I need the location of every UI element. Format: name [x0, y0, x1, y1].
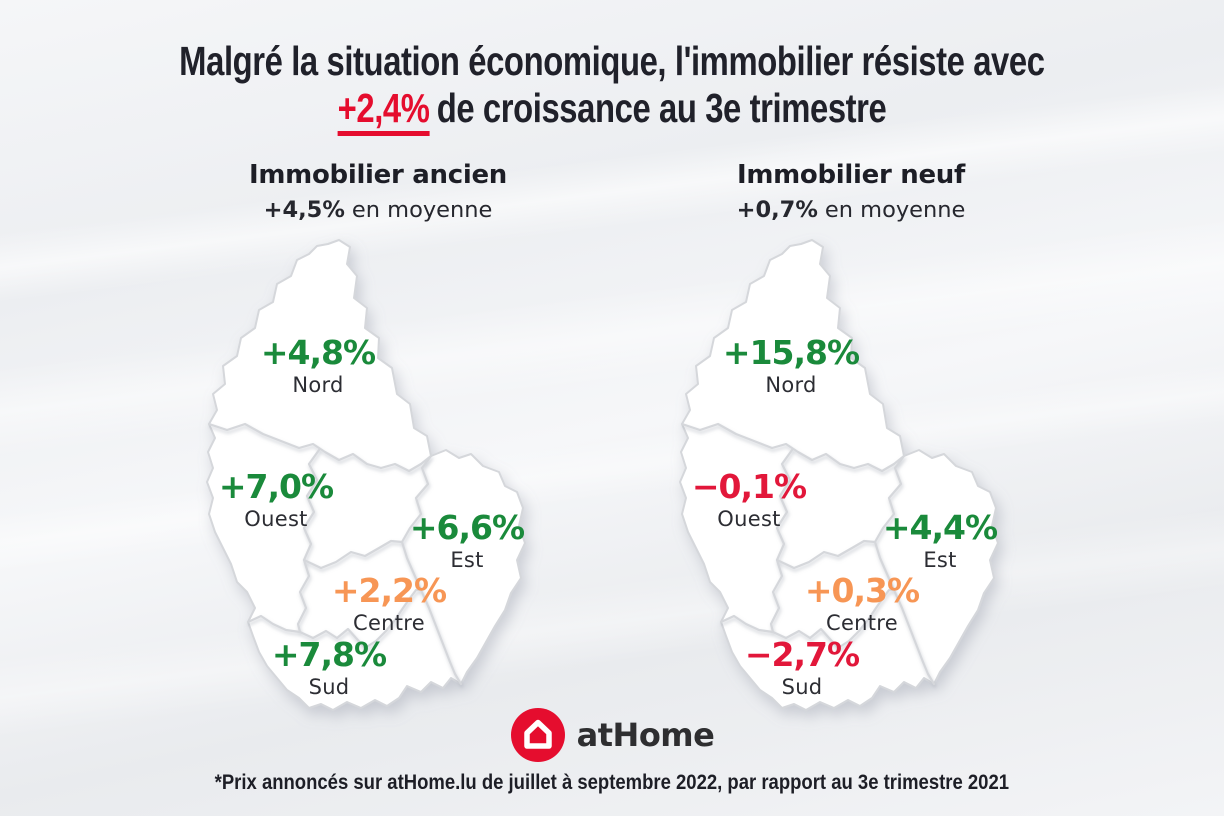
luxembourg-map-ancien: +4,8% Nord +7,0% Ouest +6,6% Est +2,2% C… — [203, 238, 533, 720]
column-header-ancien: Immobilier ancien +4,5% en moyenne — [168, 160, 588, 223]
region-value: +7,0% — [218, 467, 334, 506]
athome-logo: atHome — [0, 707, 1224, 763]
average-suffix: en moyenne — [824, 197, 966, 223]
region-value: −0,1% — [691, 467, 807, 506]
title-line-2: +2,4% de croissance au 3e trimestre — [337, 85, 887, 136]
region-name: Centre — [352, 611, 426, 635]
average-value: +4,5% — [263, 197, 345, 223]
region-name: Est — [923, 548, 957, 572]
region-name: Ouest — [717, 507, 781, 531]
region-label-ouest: −0,1% Ouest — [691, 467, 807, 531]
region-label-est: +6,6% Est — [409, 508, 525, 572]
page-title: Malgré la situation économique, l'immobi… — [0, 38, 1224, 136]
region-name: Est — [450, 548, 484, 572]
region-value: −2,7% — [744, 635, 860, 674]
title-line-1: Malgré la situation économique, l'immobi… — [179, 38, 1045, 84]
footnote: *Prix annoncés sur atHome.lu de juillet … — [0, 770, 1224, 795]
region-label-sud: +7,8% Sud — [271, 635, 387, 699]
region-value: +15,8% — [722, 333, 860, 372]
region-name: Nord — [765, 373, 817, 397]
region-label-centre: +2,2% Centre — [331, 571, 447, 635]
region-value: +6,6% — [409, 508, 525, 547]
average-suffix: en moyenne — [351, 197, 493, 223]
background-streak — [0, 333, 1224, 587]
average-value: +0,7% — [736, 197, 818, 223]
column-title: Immobilier neuf — [736, 160, 966, 190]
background-streak — [0, 188, 1224, 472]
region-value: +0,3% — [804, 571, 920, 610]
luxembourg-map-neuf: +15,8% Nord −0,1% Ouest +4,4% Est +0,3% … — [676, 238, 1006, 720]
region-name: Centre — [825, 611, 899, 635]
region-name: Ouest — [244, 507, 308, 531]
region-name: Sud — [308, 675, 350, 699]
region-value: +2,2% — [331, 571, 447, 610]
region-label-nord: +15,8% Nord — [722, 333, 860, 397]
title-line-2-rest: de croissance au 3e trimestre — [436, 85, 887, 131]
region-label-ouest: +7,0% Ouest — [218, 467, 334, 531]
home-icon — [510, 708, 565, 762]
logo-wordmark: atHome — [576, 716, 715, 754]
region-label-nord: +4,8% Nord — [260, 333, 376, 397]
column-title: Immobilier ancien — [249, 160, 507, 190]
column-header-neuf: Immobilier neuf +0,7% en moyenne — [641, 160, 1061, 223]
region-label-centre: +0,3% Centre — [804, 571, 920, 635]
footnote-text: *Prix annoncés sur atHome.lu de juillet … — [214, 770, 1010, 794]
region-value: +4,8% — [260, 333, 376, 372]
region-label-est: +4,4% Est — [882, 508, 998, 572]
column-average: +0,7% en moyenne — [641, 197, 1061, 223]
growth-highlight: +2,4% — [337, 85, 430, 136]
region-value: +7,8% — [271, 635, 387, 674]
column-average: +4,5% en moyenne — [168, 197, 588, 223]
region-name: Sud — [781, 675, 823, 699]
region-label-sud: −2,7% Sud — [744, 635, 860, 699]
region-value: +4,4% — [882, 508, 998, 547]
region-name: Nord — [292, 373, 344, 397]
